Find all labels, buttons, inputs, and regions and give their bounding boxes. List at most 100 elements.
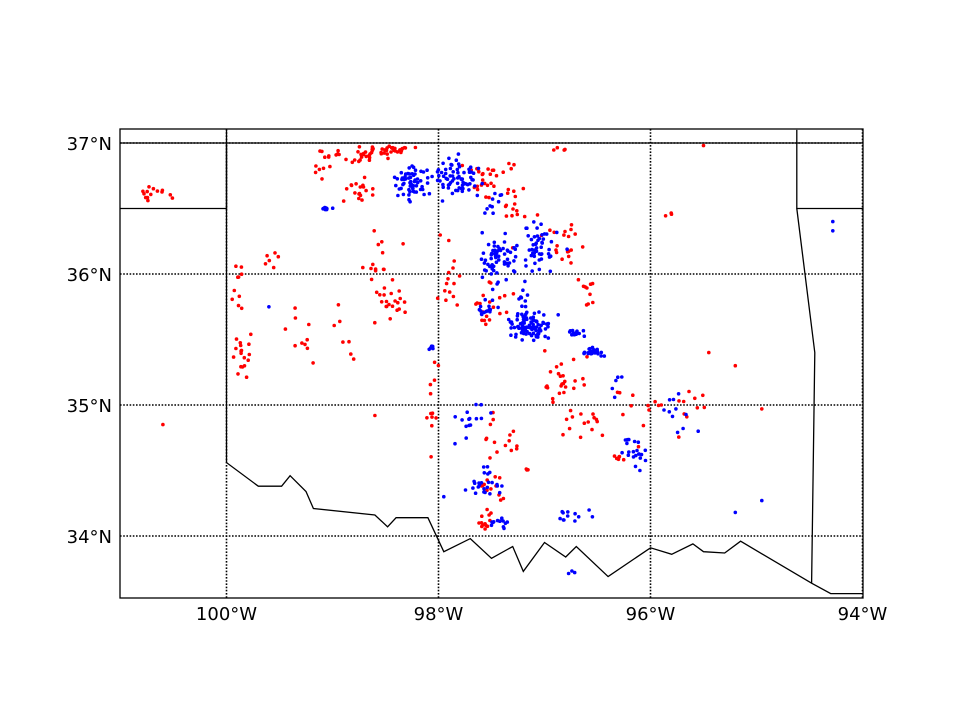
data-point bbox=[490, 287, 495, 292]
data-point bbox=[582, 351, 586, 356]
data-point bbox=[504, 310, 509, 315]
data-point bbox=[480, 181, 485, 186]
data-point bbox=[539, 222, 543, 226]
data-point bbox=[429, 344, 434, 349]
data-point bbox=[491, 305, 496, 310]
data-point bbox=[486, 242, 491, 247]
data-point bbox=[450, 174, 455, 178]
data-point bbox=[514, 447, 519, 451]
data-point bbox=[367, 155, 372, 160]
data-point bbox=[587, 508, 591, 512]
data-point bbox=[558, 374, 563, 379]
data-point bbox=[667, 410, 672, 414]
data-point bbox=[506, 317, 511, 322]
data-point bbox=[569, 227, 573, 232]
data-point bbox=[497, 476, 502, 480]
data-point bbox=[492, 440, 497, 445]
data-point bbox=[599, 350, 604, 355]
data-point bbox=[627, 450, 631, 454]
data-point bbox=[410, 186, 415, 191]
data-point bbox=[382, 293, 386, 297]
data-point bbox=[486, 480, 491, 485]
data-point bbox=[548, 370, 553, 374]
data-point bbox=[523, 304, 528, 309]
data-point bbox=[676, 392, 681, 396]
data-point bbox=[475, 193, 480, 198]
data-point bbox=[501, 170, 506, 174]
data-point bbox=[414, 184, 419, 188]
state-borders bbox=[120, 129, 863, 595]
data-point bbox=[347, 339, 351, 344]
data-point bbox=[303, 342, 307, 347]
data-point bbox=[519, 295, 523, 299]
data-point bbox=[524, 264, 528, 268]
data-point bbox=[438, 233, 443, 237]
data-point bbox=[452, 281, 456, 286]
data-point bbox=[589, 349, 594, 354]
data-point bbox=[492, 184, 496, 188]
data-point bbox=[448, 166, 453, 171]
data-point bbox=[443, 171, 448, 176]
data-point bbox=[490, 197, 495, 201]
data-point bbox=[432, 360, 437, 365]
data-point bbox=[512, 162, 516, 167]
data-point bbox=[570, 333, 574, 337]
data-point bbox=[237, 294, 242, 299]
data-point bbox=[475, 187, 480, 192]
data-point bbox=[636, 444, 641, 449]
data-point bbox=[505, 257, 510, 262]
data-point bbox=[485, 183, 490, 188]
data-point bbox=[535, 234, 540, 238]
data-point bbox=[411, 165, 416, 170]
data-point bbox=[395, 150, 400, 154]
data-point bbox=[357, 196, 361, 201]
data-point bbox=[305, 346, 310, 351]
data-point bbox=[582, 383, 586, 387]
data-point bbox=[559, 362, 564, 366]
data-point bbox=[422, 192, 426, 197]
data-point bbox=[408, 184, 413, 188]
point-series bbox=[141, 143, 764, 531]
data-point bbox=[590, 515, 595, 519]
data-point bbox=[491, 211, 495, 215]
data-point bbox=[477, 521, 481, 525]
y-tick-label: 37°N bbox=[67, 134, 112, 155]
data-point bbox=[595, 419, 599, 424]
data-point bbox=[701, 393, 705, 398]
data-point bbox=[497, 295, 502, 300]
data-point bbox=[485, 507, 489, 512]
data-point bbox=[147, 185, 151, 189]
data-point bbox=[482, 318, 487, 323]
data-point bbox=[557, 391, 562, 396]
data-point bbox=[385, 152, 390, 156]
data-point bbox=[407, 193, 411, 197]
data-point bbox=[447, 182, 452, 187]
data-point bbox=[403, 310, 407, 315]
data-point bbox=[354, 182, 358, 186]
data-point bbox=[403, 172, 408, 176]
data-point bbox=[362, 175, 367, 180]
data-point bbox=[415, 177, 420, 181]
data-point bbox=[576, 277, 581, 282]
data-point bbox=[267, 258, 272, 263]
data-point bbox=[357, 192, 361, 196]
data-point bbox=[393, 299, 397, 303]
data-point bbox=[504, 277, 509, 282]
data-point bbox=[570, 569, 574, 573]
data-point bbox=[396, 193, 400, 198]
data-point bbox=[526, 325, 531, 330]
data-point bbox=[494, 255, 498, 260]
data-point bbox=[590, 281, 595, 286]
data-point bbox=[501, 496, 506, 501]
data-point bbox=[460, 418, 464, 422]
data-point bbox=[523, 327, 528, 332]
data-point bbox=[276, 254, 281, 259]
data-point bbox=[483, 297, 488, 302]
x-tick-label: 98°W bbox=[414, 604, 464, 625]
data-point bbox=[534, 241, 538, 245]
data-point bbox=[510, 322, 514, 326]
data-point bbox=[512, 202, 517, 206]
data-point bbox=[515, 209, 519, 213]
data-point bbox=[550, 396, 555, 401]
data-point bbox=[509, 448, 514, 453]
